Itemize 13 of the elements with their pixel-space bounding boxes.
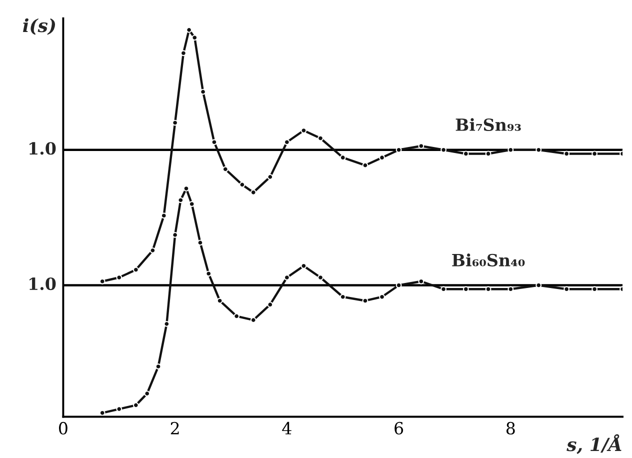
- text: 1.0: [30, 277, 56, 290]
- x-tick-label: 8: [506, 422, 515, 435]
- series-label: Bi₆₀Sn₄₀: [452, 254, 525, 266]
- point: [318, 274, 324, 280]
- x-tick-label: 6: [394, 422, 404, 435]
- text: 1.0: [30, 142, 56, 155]
- point: [239, 182, 246, 188]
- y-axis-title: i(s): [23, 18, 55, 35]
- x-tick-label: 0: [58, 422, 68, 435]
- series-label: Bi₇Sn₉₃: [456, 118, 521, 132]
- x-tick-label: 2: [170, 422, 179, 434]
- x-axis-title: s, 1/Å: [566, 434, 622, 454]
- x-tick-label: 4: [282, 422, 292, 434]
